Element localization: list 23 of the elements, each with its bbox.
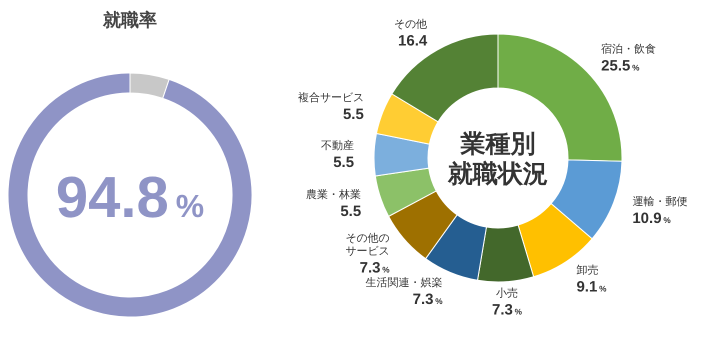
data-label: 5.5 (333, 154, 354, 172)
data-label: 7.3% (492, 302, 523, 319)
slice-label: 卸売 (576, 264, 598, 277)
slice-label: 生活関連・娯楽 (366, 276, 443, 289)
data-label: 7.3% (412, 290, 444, 308)
data-label: 10.9% (632, 210, 672, 227)
data-label: 5.5 (342, 106, 364, 123)
slice-label: その他のサービス (346, 232, 390, 258)
slice-label: 不動産 (321, 139, 354, 152)
slice-label: 小売 (496, 286, 518, 300)
slice-label: 運輸・郵便 (632, 194, 688, 208)
slice-label: その他 (394, 18, 428, 31)
data-label: 9.1% (576, 278, 608, 296)
data-label: 94.8% (56, 165, 204, 230)
text: 業種別就職状況 (447, 130, 548, 188)
data-label: 5.5 (340, 203, 362, 220)
slice-label: 農業・林業 (306, 188, 362, 202)
chart-title: 就職率 (102, 10, 157, 30)
data-label: 25.5% (601, 58, 640, 75)
data-label: 7.3% (360, 259, 390, 276)
data-label: 16.4 (398, 32, 428, 50)
slice-label: 複合サービス (298, 90, 364, 104)
slice-label: 宿泊・飲食 (601, 42, 656, 56)
